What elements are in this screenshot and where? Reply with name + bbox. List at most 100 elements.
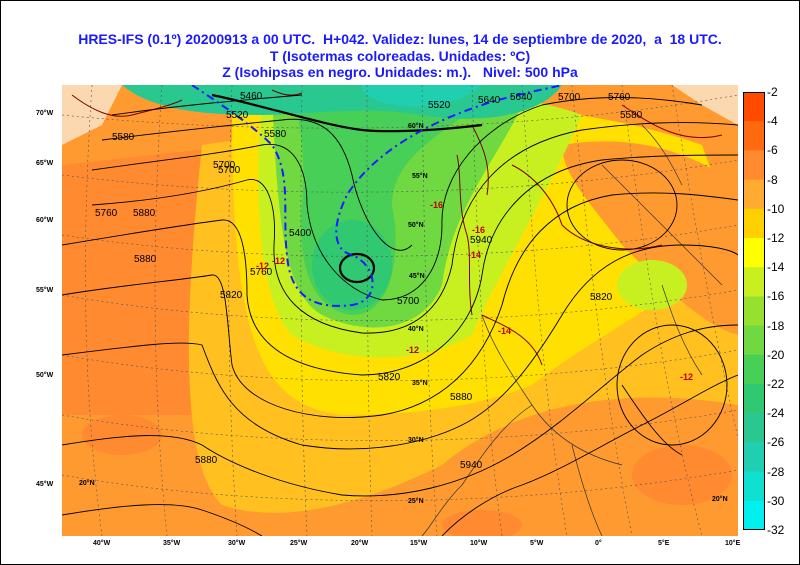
color-bar-swatch — [743, 179, 765, 210]
title-line-3: Z (Isohipsas en negro. Unidades: m.). Ni… — [222, 64, 578, 80]
isotherm-label: -12 — [680, 372, 694, 382]
color-bar-label: -30 — [767, 493, 785, 508]
latitude-label: 60°N — [408, 123, 424, 130]
contour-label: 5880 — [450, 392, 473, 403]
color-bar-label: -2 — [767, 85, 778, 99]
contour-label: 5700 — [218, 165, 241, 176]
left-axis-label: 45°W — [36, 481, 54, 488]
longitude-label: 10°W — [470, 540, 488, 547]
contour-label: 5640 — [510, 92, 533, 103]
latitude-label: 35°N — [412, 380, 428, 387]
longitude-label: 20°W — [351, 540, 369, 547]
longitude-label: 35°W — [163, 540, 181, 547]
latitude-label: 20°N — [712, 496, 728, 503]
color-bar-swatch — [743, 325, 765, 356]
contour-label: 5580 — [112, 132, 135, 143]
color-bar-swatch — [743, 442, 765, 473]
left-axis-label: 50°W — [36, 372, 54, 379]
contour-label: 5760 — [95, 208, 118, 219]
contour-label: 5520 — [226, 110, 249, 121]
color-bar-label: -4 — [767, 114, 778, 129]
color-bar-swatch — [743, 384, 765, 414]
graticule — [62, 85, 738, 536]
latitude-label: 30°N — [408, 437, 424, 444]
temp-zone-warm-patch-3 — [442, 510, 522, 536]
latitude-label: 55°N — [412, 173, 428, 180]
longitude-label: 10°E — [725, 540, 741, 547]
longitude-label: 30°W — [228, 540, 246, 547]
color-bar-swatch — [743, 354, 765, 385]
longitude-label: 25°W — [290, 540, 308, 547]
contour-label: 5760 — [608, 92, 631, 103]
land-greenland — [62, 85, 122, 145]
color-bar-label: -28 — [767, 464, 785, 479]
longitude-label: 5°W — [530, 540, 544, 547]
longitude-label: 15°W — [410, 540, 428, 547]
latitude-label: 50°N — [408, 222, 424, 229]
temp-zone-warm-patch-1 — [82, 415, 162, 455]
color-bar-label: -16 — [767, 289, 785, 304]
contour-label: 5700 — [397, 296, 420, 307]
contour-label: 5700 — [558, 92, 581, 103]
contour-label: 5880 — [134, 254, 157, 265]
coastlines — [71, 89, 723, 366]
latitude-label: 25°N — [408, 498, 424, 505]
isotherm-label: -12 — [272, 256, 286, 266]
contour-label: 5880 — [133, 208, 156, 219]
color-bar-swatch — [743, 92, 765, 122]
temp-zone-low-core — [312, 220, 392, 310]
contour-label: 5400 — [289, 228, 312, 239]
left-axis-label: 55°W — [36, 287, 54, 294]
color-bar-label: -32 — [767, 523, 785, 537]
color-bar-swatch — [743, 296, 765, 327]
contour-label: 5580 — [620, 110, 643, 121]
color-bar-swatch — [743, 238, 765, 268]
latitude-label: 20°N — [79, 480, 95, 487]
temp-zone-northeast — [562, 141, 738, 335]
temp-zone-mediterranean-patch — [617, 260, 687, 310]
temp-zone-warm-patch-2 — [632, 445, 732, 505]
isotherm-label: -14 — [468, 250, 482, 260]
contour-label: 5580 — [264, 129, 287, 140]
color-bar-label: -24 — [767, 406, 785, 421]
longitude-label: 0° — [595, 540, 602, 547]
color-bar-swatches — [743, 92, 765, 530]
isotherm-label: -12 — [256, 261, 270, 271]
contour-label: 5820 — [590, 292, 613, 303]
color-bar — [743, 92, 765, 530]
title-line-2: T (Isotermas coloreadas. Unidades: ºC) — [269, 48, 531, 64]
color-bar-label: -6 — [767, 143, 778, 158]
isotherm-label: -12 — [406, 345, 420, 355]
isotherm-blue — [191, 85, 563, 307]
contour-label: 5820 — [378, 372, 401, 383]
color-bar-label: -8 — [767, 172, 778, 187]
isotherm-label: -14 — [498, 326, 512, 336]
color-bar-swatch — [743, 121, 765, 151]
contour-label: 5940 — [460, 460, 483, 471]
color-bar-label: -20 — [767, 347, 785, 362]
color-bar-swatch — [743, 471, 765, 502]
color-bar-label: -12 — [767, 231, 785, 245]
isotherm-label: -16 — [430, 200, 444, 210]
title-line-1: HRES-IFS (0.1º) 20200913 a 00 UTC. H+042… — [78, 31, 722, 47]
latitude-label: 45°N — [409, 273, 425, 280]
contour-label: 5760 — [250, 267, 273, 278]
color-bar-swatch — [743, 413, 765, 443]
color-bar-label: -14 — [767, 260, 785, 275]
left-axis-label: 65°W — [36, 160, 54, 167]
color-bar-swatch — [743, 267, 765, 297]
left-axis-label: 60°W — [36, 217, 54, 224]
color-bar-label: -26 — [767, 435, 785, 450]
low-center-contour — [211, 93, 483, 284]
left-axis-label: 70°W — [36, 110, 54, 117]
color-bar-label: -18 — [767, 318, 785, 333]
contour-label: 5520 — [428, 100, 451, 111]
color-bar-label: -22 — [767, 377, 785, 391]
color-bar-swatch — [743, 500, 765, 530]
contour-label: 5820 — [220, 290, 243, 301]
weather-map — [62, 85, 738, 536]
color-bar-swatch — [743, 150, 765, 181]
longitude-label: 40°W — [93, 540, 111, 547]
contour-label: 5700 — [213, 160, 236, 171]
color-bar-swatch — [743, 208, 765, 239]
